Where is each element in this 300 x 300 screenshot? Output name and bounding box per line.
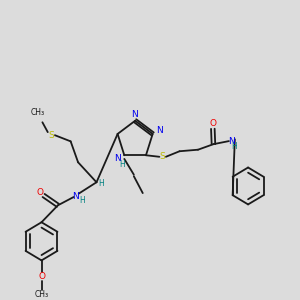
Text: N: N	[156, 126, 163, 135]
Text: N: N	[114, 154, 121, 163]
Text: S: S	[48, 131, 54, 140]
Text: O: O	[37, 188, 44, 197]
Text: S: S	[159, 152, 165, 161]
Text: O: O	[38, 272, 45, 281]
Text: H: H	[119, 160, 125, 169]
Text: H: H	[79, 196, 85, 205]
Text: N: N	[72, 192, 79, 201]
Text: N: N	[228, 136, 235, 146]
Text: O: O	[209, 119, 216, 128]
Text: CH₃: CH₃	[35, 290, 49, 299]
Text: CH₃: CH₃	[30, 108, 44, 117]
Text: H: H	[98, 179, 103, 188]
Text: H: H	[231, 142, 237, 152]
Text: N: N	[131, 110, 138, 119]
